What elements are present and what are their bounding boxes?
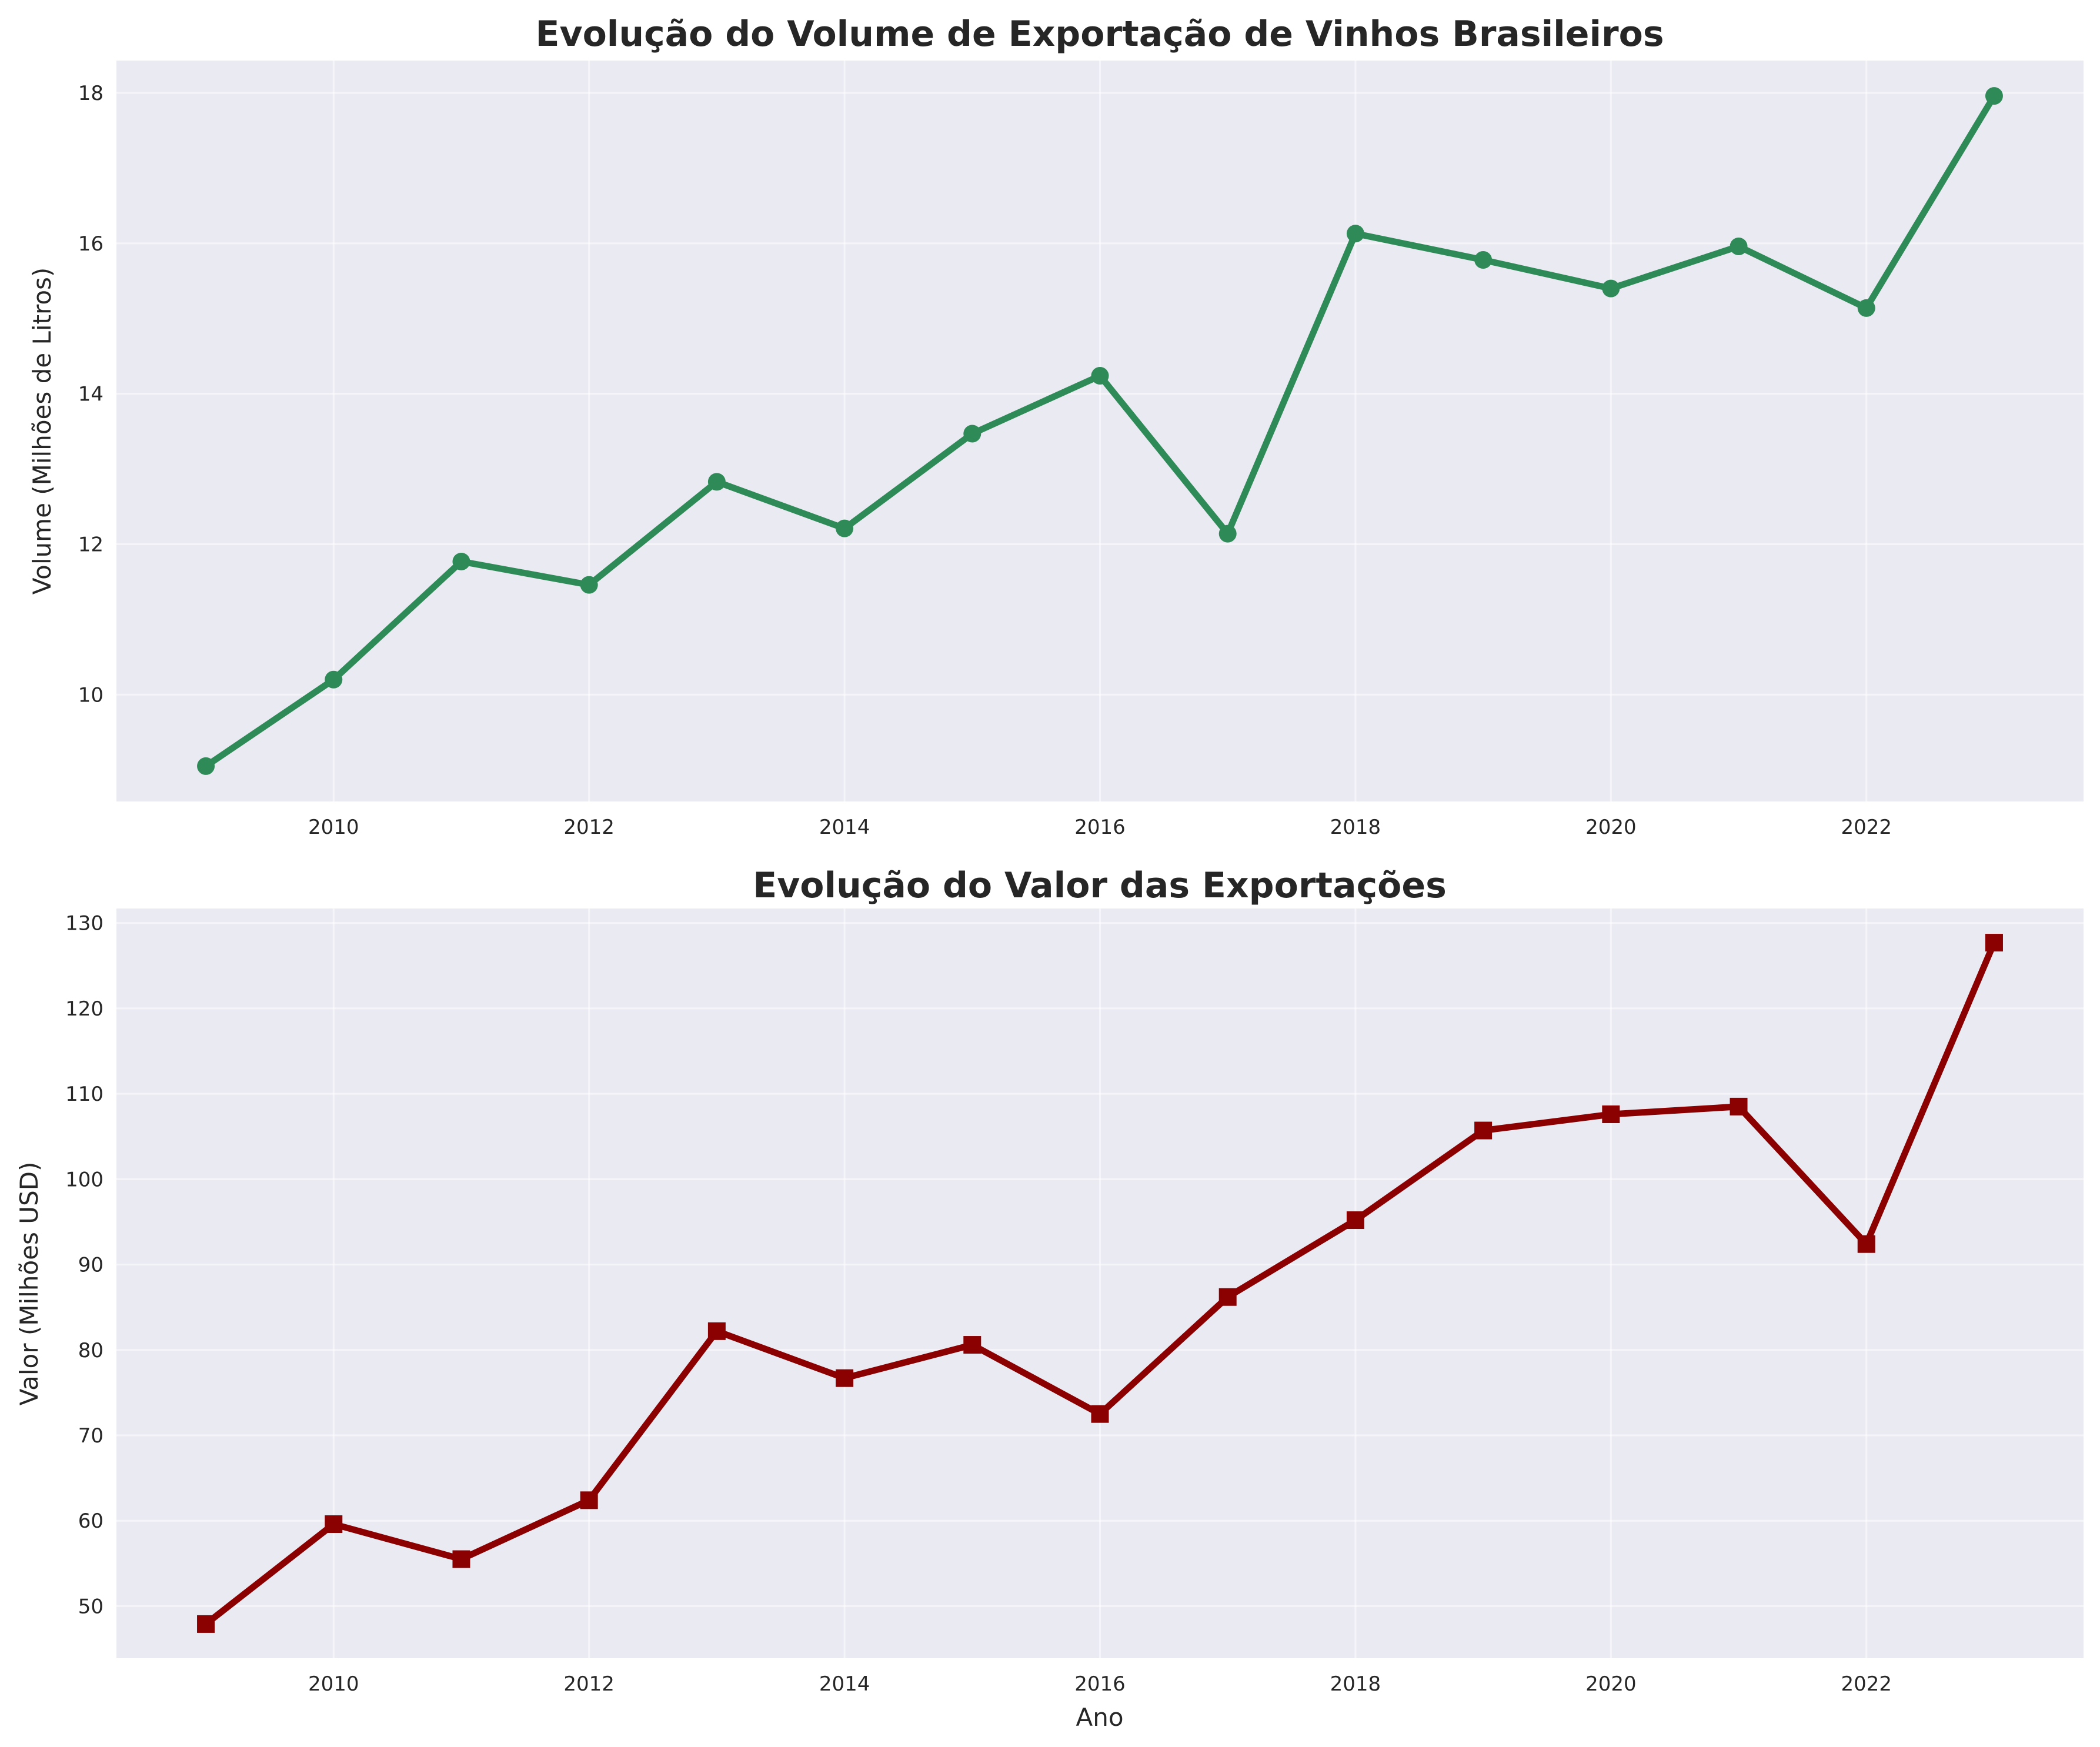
volume-data-point [197, 757, 215, 775]
value-data-point [197, 1615, 215, 1633]
volume-data-point [707, 473, 726, 491]
volume-data-point [1730, 237, 1748, 255]
value-x-tick-label: 2018 [1330, 1672, 1381, 1696]
value-data-point [1091, 1405, 1109, 1423]
value-y-tick-label: 120 [65, 997, 104, 1021]
volume-data-point [1602, 279, 1620, 298]
volume-x-tick-label: 2014 [819, 816, 870, 839]
value-y-tick-label: 130 [65, 912, 104, 936]
value-y-tick-label: 60 [78, 1509, 104, 1533]
volume-x-tick-label: 2020 [1585, 816, 1637, 839]
value-x-tick-label: 2022 [1841, 1672, 1892, 1696]
value-x-tick-label: 2014 [819, 1672, 870, 1696]
value-data-point [1985, 934, 2003, 952]
volume-x-tick-label: 2022 [1841, 816, 1892, 839]
value-x-axis-label: Ano [1076, 1703, 1123, 1732]
value-data-point [963, 1336, 981, 1354]
volume-x-tick-label: 2018 [1330, 816, 1381, 839]
volume-data-point [325, 670, 343, 689]
volume-grid [116, 61, 2084, 801]
volume-data-point [963, 425, 981, 443]
value-y-tick-label: 70 [78, 1424, 104, 1448]
value-y-axis-label: Valor (Milhões USD) [15, 1162, 44, 1406]
value-data-point [1602, 1105, 1620, 1123]
volume-y-tick-label: 16 [78, 232, 104, 256]
volume-chart-title: Evolução do Volume de Exportação de Vinh… [535, 14, 1664, 55]
volume-x-tick-label: 2016 [1074, 816, 1126, 839]
volume-data-point [1985, 87, 2003, 105]
value-data-point [1857, 1235, 1875, 1253]
value-grid [116, 908, 2084, 1658]
value-ticks: 2010 2012 2014 2016 2018 2020 2022 50 60 70 80 90 10… [65, 912, 1892, 1696]
value-y-tick-label: 50 [78, 1595, 104, 1618]
value-chart: 2010 2012 2014 2016 2018 2020 2022 50 60 70 80 90 10… [15, 865, 2084, 1732]
volume-data-point [452, 552, 470, 570]
volume-data-point [580, 576, 598, 594]
volume-chart: 2010 2012 2014 2016 2018 2020 2022 10 12 14 16 18 E… [28, 14, 2084, 839]
value-x-tick-label: 2012 [563, 1672, 615, 1696]
volume-y-tick-label: 14 [78, 383, 104, 406]
value-data-point [580, 1491, 598, 1509]
volume-y-tick-label: 18 [78, 82, 104, 105]
volume-y-tick-label: 12 [78, 533, 104, 557]
volume-x-tick-label: 2012 [563, 816, 615, 839]
volume-ticks: 2010 2012 2014 2016 2018 2020 2022 10 12 14 16 18 [78, 82, 1892, 839]
value-data-point [1218, 1288, 1237, 1306]
volume-series [197, 87, 2003, 775]
value-x-tick-label: 2010 [308, 1672, 359, 1696]
value-series [197, 934, 2003, 1633]
value-data-point [707, 1322, 726, 1340]
volume-y-tick-label: 10 [78, 683, 104, 707]
value-data-point [1474, 1121, 1493, 1140]
value-x-tick-label: 2020 [1585, 1672, 1637, 1696]
value-chart-title: Evolução do Valor das Exportações [753, 865, 1447, 906]
value-data-point [1730, 1097, 1748, 1115]
volume-data-point [1857, 299, 1875, 317]
value-y-tick-label: 110 [65, 1083, 104, 1106]
value-data-point [452, 1550, 470, 1568]
value-y-tick-label: 80 [78, 1339, 104, 1362]
volume-data-point [1474, 250, 1493, 269]
value-y-tick-label: 90 [78, 1254, 104, 1277]
volume-data-point [1346, 225, 1364, 243]
value-x-tick-label: 2016 [1074, 1672, 1126, 1696]
value-y-tick-label: 100 [65, 1168, 104, 1191]
volume-y-axis-label: Volume (Milhões de Litros) [28, 268, 56, 595]
volume-data-point [1091, 366, 1109, 385]
value-data-point [325, 1515, 343, 1534]
volume-data-point [1218, 525, 1237, 543]
value-data-point [836, 1369, 854, 1387]
volume-x-tick-label: 2010 [308, 816, 359, 839]
volume-data-point [836, 519, 854, 537]
value-data-point [1346, 1211, 1364, 1230]
